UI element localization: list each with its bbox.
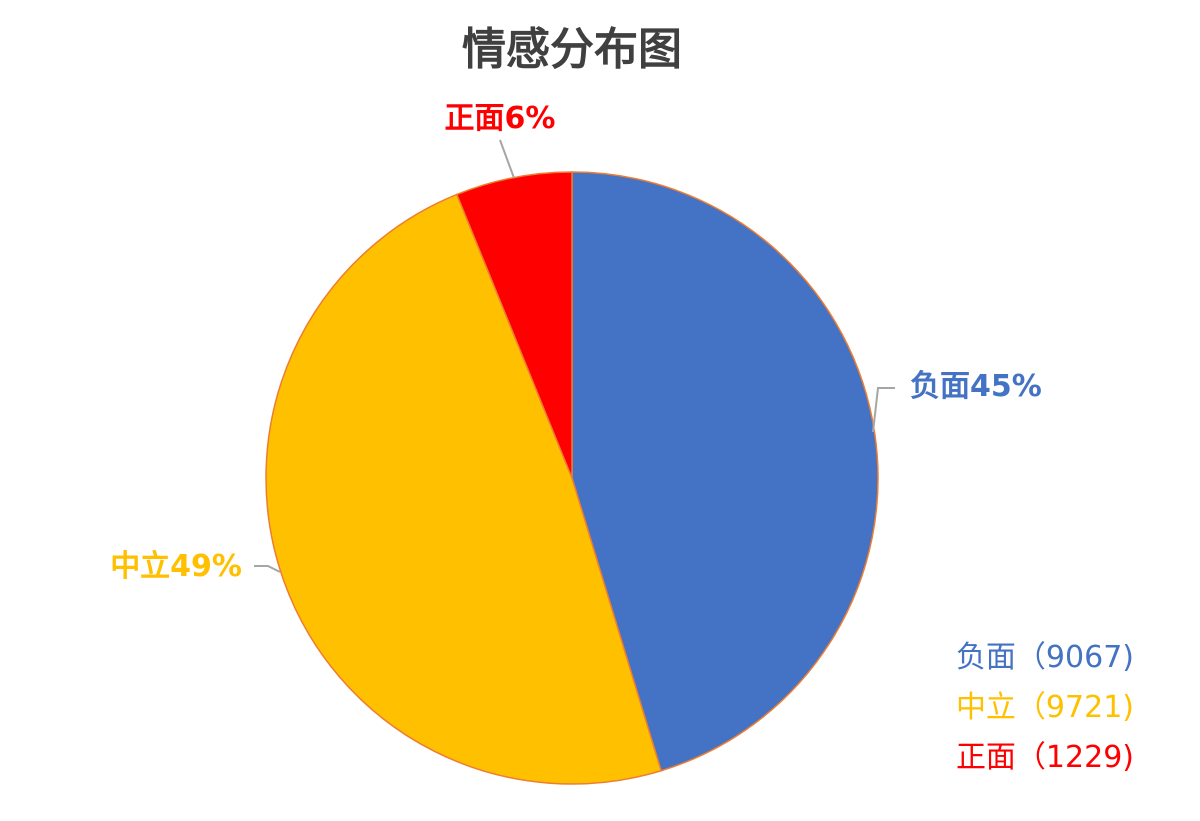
pie-slice-1 bbox=[571, 171, 879, 772]
leader-lines bbox=[254, 139, 895, 573]
data-labels: 负面45% 中立49% 正面6% bbox=[110, 101, 1042, 584]
legend: 负面（9067) 中立（9721) 正面（1229) bbox=[956, 640, 1134, 775]
leader-line-1 bbox=[872, 387, 895, 433]
pie-slices bbox=[265, 171, 879, 785]
legend-entry-1: 负面（9067) bbox=[956, 640, 1134, 675]
pie-slice-2 bbox=[265, 193, 663, 785]
legend-entry-3: 正面（1229) bbox=[956, 740, 1134, 775]
leader-line-3 bbox=[499, 139, 515, 179]
data-label-3: 正面6% bbox=[445, 101, 556, 136]
leader-line-2 bbox=[254, 565, 281, 573]
data-label-2: 中立49% bbox=[110, 549, 242, 584]
legend-entry-2: 中立（9721) bbox=[956, 690, 1134, 725]
data-label-1: 负面45% bbox=[910, 369, 1042, 404]
chart-title: 情感分布图 bbox=[462, 24, 682, 75]
